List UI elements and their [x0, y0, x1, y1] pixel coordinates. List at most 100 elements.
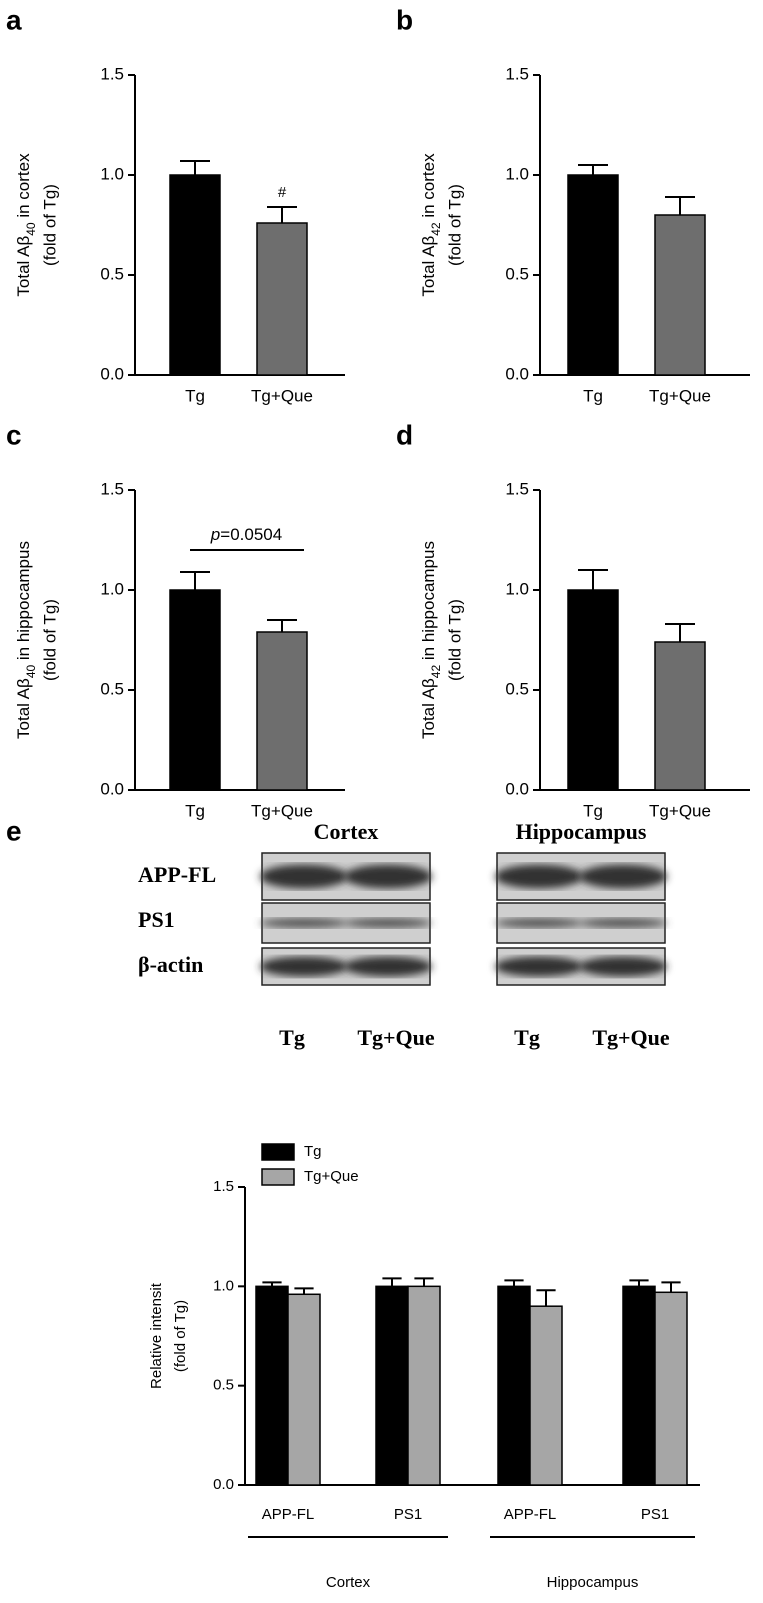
- panel-letter: b: [396, 4, 413, 35]
- error-bar: [382, 1277, 402, 1287]
- y-label-text: Total Aβ: [14, 678, 33, 739]
- y-tick-label: 0.0: [100, 364, 124, 383]
- y-tick-label: 0.5: [100, 679, 124, 698]
- blot-band: [579, 864, 667, 889]
- x-tick-label: PS1: [641, 1506, 669, 1523]
- y-tick-label: 1.5: [100, 479, 124, 498]
- y-axis-label-line2: (fold of Tg): [40, 599, 59, 681]
- x-tick-label: Tg+Que: [649, 801, 711, 820]
- error-bar: [267, 206, 297, 223]
- y-axis-label: Total Aβ40 in cortex: [14, 153, 38, 297]
- x-tick-label: APP-FL: [504, 1506, 557, 1523]
- lane-label: Tg: [514, 1025, 540, 1050]
- blot-band: [344, 956, 432, 977]
- blot-band: [579, 956, 667, 977]
- bar: [407, 1285, 441, 1486]
- y-label-subscript: 40: [24, 665, 38, 679]
- error-bar: [267, 619, 297, 632]
- blot-band: [344, 918, 432, 928]
- y-tick-label: 1.5: [505, 479, 529, 498]
- bar: [654, 641, 706, 791]
- y-label-subscript: 42: [429, 222, 443, 236]
- row-label: β-actin: [138, 952, 203, 977]
- blot-band: [579, 918, 667, 928]
- legend-label: Tg+Que: [304, 1168, 359, 1185]
- y-axis-label: Total Aβ42 in hippocampus: [419, 541, 443, 739]
- lane-label: Tg: [279, 1025, 305, 1050]
- p-value: p=0.0504: [210, 525, 282, 544]
- region-label: Cortex: [314, 819, 379, 844]
- error-bar: [578, 569, 608, 590]
- y-tick-label: 0.0: [505, 364, 529, 383]
- group-label: Hippocampus: [547, 1574, 639, 1591]
- y-label-subscript: 40: [24, 222, 38, 236]
- y-axis-label: Relative intensit: [148, 1282, 165, 1389]
- row-label: APP-FL: [138, 862, 216, 887]
- x-tick-label: Tg: [583, 386, 603, 405]
- y-label-text: Total Aβ: [419, 236, 438, 297]
- error-bar: [180, 160, 210, 175]
- region-label: Hippocampus: [516, 819, 647, 844]
- y-tick-label: 1.0: [505, 164, 529, 183]
- y-label-text: Total Aβ: [14, 236, 33, 297]
- y-label-subscript: 42: [429, 665, 443, 679]
- bar: [497, 1285, 531, 1486]
- legend-swatch: [261, 1168, 295, 1186]
- y-tick-label: 1.0: [100, 164, 124, 183]
- lane-label: Tg+Que: [592, 1025, 670, 1050]
- y-tick-label: 1.5: [505, 64, 529, 83]
- panel-letter: e: [6, 815, 22, 846]
- bar: [287, 1293, 321, 1486]
- y-axis-label-line2: (fold of Tg): [445, 184, 464, 266]
- blot-band: [495, 918, 583, 928]
- x-tick-label: Tg: [583, 801, 603, 820]
- y-tick-label: 1.5: [213, 1178, 234, 1195]
- blot-band: [495, 864, 583, 889]
- group-label: Cortex: [326, 1574, 371, 1591]
- row-label: PS1: [138, 907, 175, 932]
- legend-swatch: [261, 1143, 295, 1161]
- bar: [169, 589, 221, 791]
- bar: [654, 214, 706, 376]
- error-bar: [661, 1281, 681, 1293]
- x-tick-label: Tg: [185, 386, 205, 405]
- y-tick-label: 1.0: [100, 579, 124, 598]
- y-axis-label-line2: (fold of Tg): [445, 599, 464, 681]
- y-tick-label: 1.0: [505, 579, 529, 598]
- y-tick-label: 0.5: [505, 264, 529, 283]
- error-bar: [578, 164, 608, 175]
- error-bar: [262, 1281, 282, 1287]
- panel-letter: c: [6, 419, 22, 450]
- bar: [169, 174, 221, 376]
- y-tick-label: 1.0: [213, 1277, 234, 1294]
- blot-band: [344, 864, 432, 889]
- y-tick-label: 0.5: [505, 679, 529, 698]
- y-label-suffix: in hippocampus: [419, 541, 438, 665]
- error-bar: [665, 196, 695, 215]
- legend-label: Tg: [304, 1143, 322, 1160]
- annotation: #: [278, 184, 287, 201]
- error-bar: [294, 1287, 314, 1295]
- blot-band: [260, 918, 348, 928]
- bar: [255, 1285, 289, 1486]
- y-tick-label: 0.0: [505, 779, 529, 798]
- y-axis-label-line2: (fold of Tg): [40, 184, 59, 266]
- error-bar: [180, 571, 210, 590]
- x-tick-label: Tg+Que: [251, 386, 313, 405]
- error-bar: [504, 1279, 524, 1287]
- y-label-suffix: in cortex: [14, 153, 33, 222]
- y-label-suffix: in cortex: [419, 153, 438, 222]
- bar: [654, 1291, 688, 1486]
- y-tick-label: 0.0: [100, 779, 124, 798]
- y-tick-label: 1.5: [100, 64, 124, 83]
- x-tick-label: Tg+Que: [251, 801, 313, 820]
- error-bar: [665, 623, 695, 642]
- panel-letter: a: [6, 4, 22, 35]
- panel-letter: d: [396, 419, 413, 450]
- blot-band: [260, 864, 348, 889]
- x-tick-label: Tg: [185, 801, 205, 820]
- y-axis-label: Total Aβ40 in hippocampus: [14, 541, 38, 739]
- p-text: =0.0504: [220, 525, 282, 544]
- bar: [256, 222, 308, 376]
- bar: [567, 589, 619, 791]
